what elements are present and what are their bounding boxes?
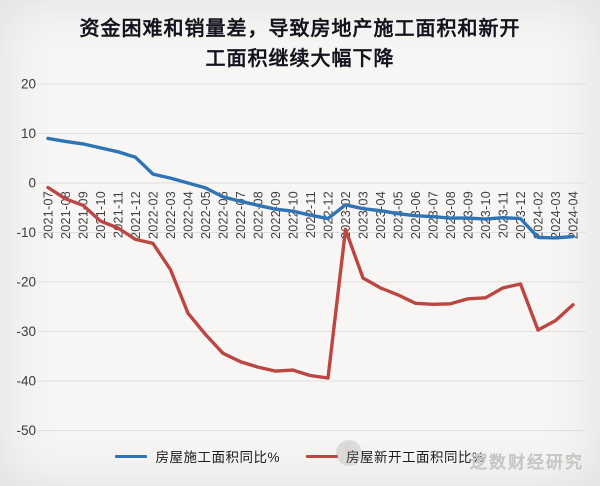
legend-item-new-starts-area: 房屋新开工面积同比% bbox=[306, 446, 485, 466]
y-axis-tick-label: 10 bbox=[21, 126, 36, 141]
x-axis-tick-label: 2024-02 bbox=[532, 191, 546, 239]
y-axis-tick-label: 20 bbox=[21, 77, 36, 92]
x-axis-tick-label: 2022-09 bbox=[269, 191, 283, 239]
chart-title: 资金困难和销量差，导致房地产施工面积和新开 工面积继续大幅下降 bbox=[0, 14, 600, 74]
x-axis-tick-label: 2021-10 bbox=[94, 191, 108, 239]
legend-line-blue-icon bbox=[115, 454, 148, 458]
y-axis-tick-label: -50 bbox=[16, 423, 36, 438]
y-axis-tick-label: -20 bbox=[16, 275, 36, 290]
x-axis-tick-label: 2021-07 bbox=[42, 191, 56, 239]
series-line-0 bbox=[46, 136, 575, 240]
x-axis-tick-label: 2021-08 bbox=[59, 191, 73, 239]
x-axis-tick-label: 2024-03 bbox=[549, 191, 563, 239]
x-axis-tick-label: 2024-04 bbox=[567, 191, 581, 239]
x-axis-tick-label: 2022-12 bbox=[322, 191, 336, 239]
x-axis-tick-label: 2023-07 bbox=[427, 191, 441, 239]
x-axis-tick-label: 2023-10 bbox=[479, 191, 493, 239]
x-axis-tick-label: 2023-11 bbox=[497, 191, 511, 238]
watermark-logo-icon bbox=[336, 440, 362, 466]
legend-line-red-icon bbox=[306, 454, 338, 458]
x-axis-tick-label: 2022-03 bbox=[164, 191, 178, 239]
y-axis-tick-label: -30 bbox=[16, 324, 36, 339]
x-axis-tick-label: 2022-05 bbox=[199, 191, 213, 239]
x-axis-tick-label: 2022-08 bbox=[252, 191, 266, 239]
x-axis-tick-label: 2022-06 bbox=[217, 191, 231, 239]
chart-title-line1: 资金困难和销量差，导致房地产施工面积和新开 bbox=[79, 18, 521, 40]
chart-legend: 房屋施工面积同比% 房屋新开工面积同比% bbox=[0, 446, 600, 466]
series-line-1 bbox=[46, 185, 575, 380]
chart-title-line2: 工面积继续大幅下降 bbox=[205, 48, 395, 70]
x-axis-tick-label: 2022-02 bbox=[147, 191, 161, 239]
x-axis-tick-label: 2022-07 bbox=[234, 191, 248, 239]
x-axis-tick-label: 2023-02 bbox=[339, 191, 353, 239]
y-axis-tick-label: 0 bbox=[28, 176, 36, 191]
legend-label-construction-area: 房屋施工面积同比% bbox=[155, 450, 280, 465]
x-axis-tick-label: 2022-10 bbox=[287, 191, 301, 239]
x-axis-tick-label: 2022-04 bbox=[182, 191, 196, 239]
x-axis-tick-label: 2023-03 bbox=[357, 191, 371, 239]
x-axis-tick-label: 2021-09 bbox=[77, 191, 91, 239]
x-axis-tick-label: 2023-04 bbox=[374, 191, 388, 239]
y-axis-tick-label: -40 bbox=[16, 374, 36, 389]
legend-item-construction-area: 房屋施工面积同比% bbox=[115, 446, 280, 466]
y-axis-tick-label: -10 bbox=[16, 225, 36, 240]
x-axis-tick-label: 2023-09 bbox=[462, 191, 476, 239]
x-axis-tick-label: 2023-08 bbox=[444, 191, 458, 239]
legend-label-new-starts-area: 房屋新开工面积同比% bbox=[346, 450, 485, 465]
x-axis-tick-label: 2021-12 bbox=[129, 191, 143, 239]
watermark-text: 逻数财经研究 bbox=[470, 453, 584, 472]
x-axis-tick-label: 2023-12 bbox=[514, 191, 528, 239]
